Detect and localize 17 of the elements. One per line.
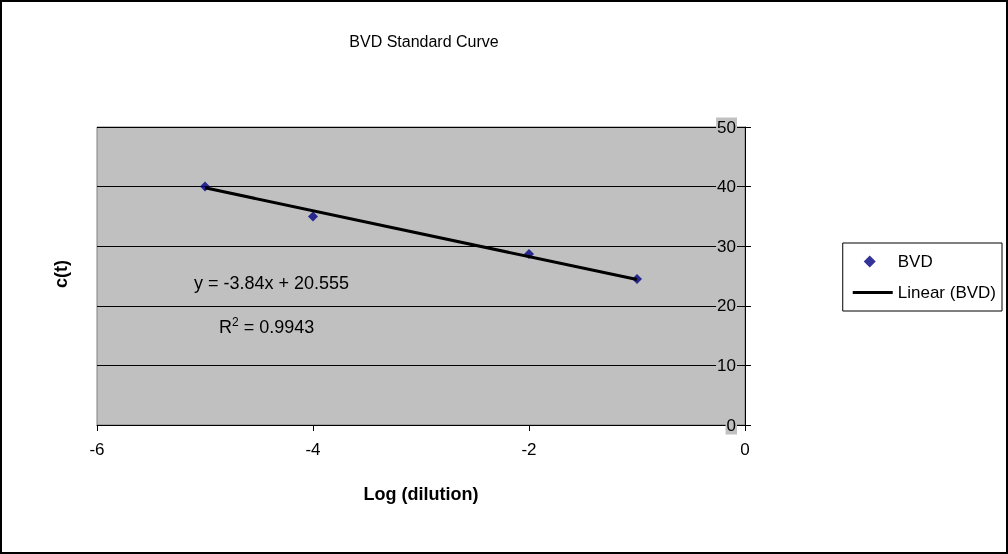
y-tick-label: 40 [717, 177, 736, 197]
y-tick-label: 20 [717, 296, 736, 316]
y-tick-label: 10 [717, 355, 736, 375]
x-tick-label: 0 [740, 440, 750, 459]
annotation: y = -3.84x + 20.555 [194, 273, 350, 293]
x-axis-title: Log (dilution) [363, 484, 479, 504]
y-tick-label: 0 [726, 415, 736, 435]
point [308, 211, 318, 222]
y-tick-label: 50 [717, 117, 736, 137]
y-axis-title: c(t) [51, 259, 71, 288]
x-tick-label: -2 [521, 440, 537, 459]
y-tick-label: 30 [717, 236, 736, 256]
x-tick-label: -6 [89, 440, 105, 459]
chart-title: BVD Standard Curve [349, 32, 499, 50]
x-tick-label: -4 [305, 440, 321, 459]
legend-label: Linear (BVD) [897, 283, 997, 302]
legend-label: BVD [897, 252, 933, 271]
